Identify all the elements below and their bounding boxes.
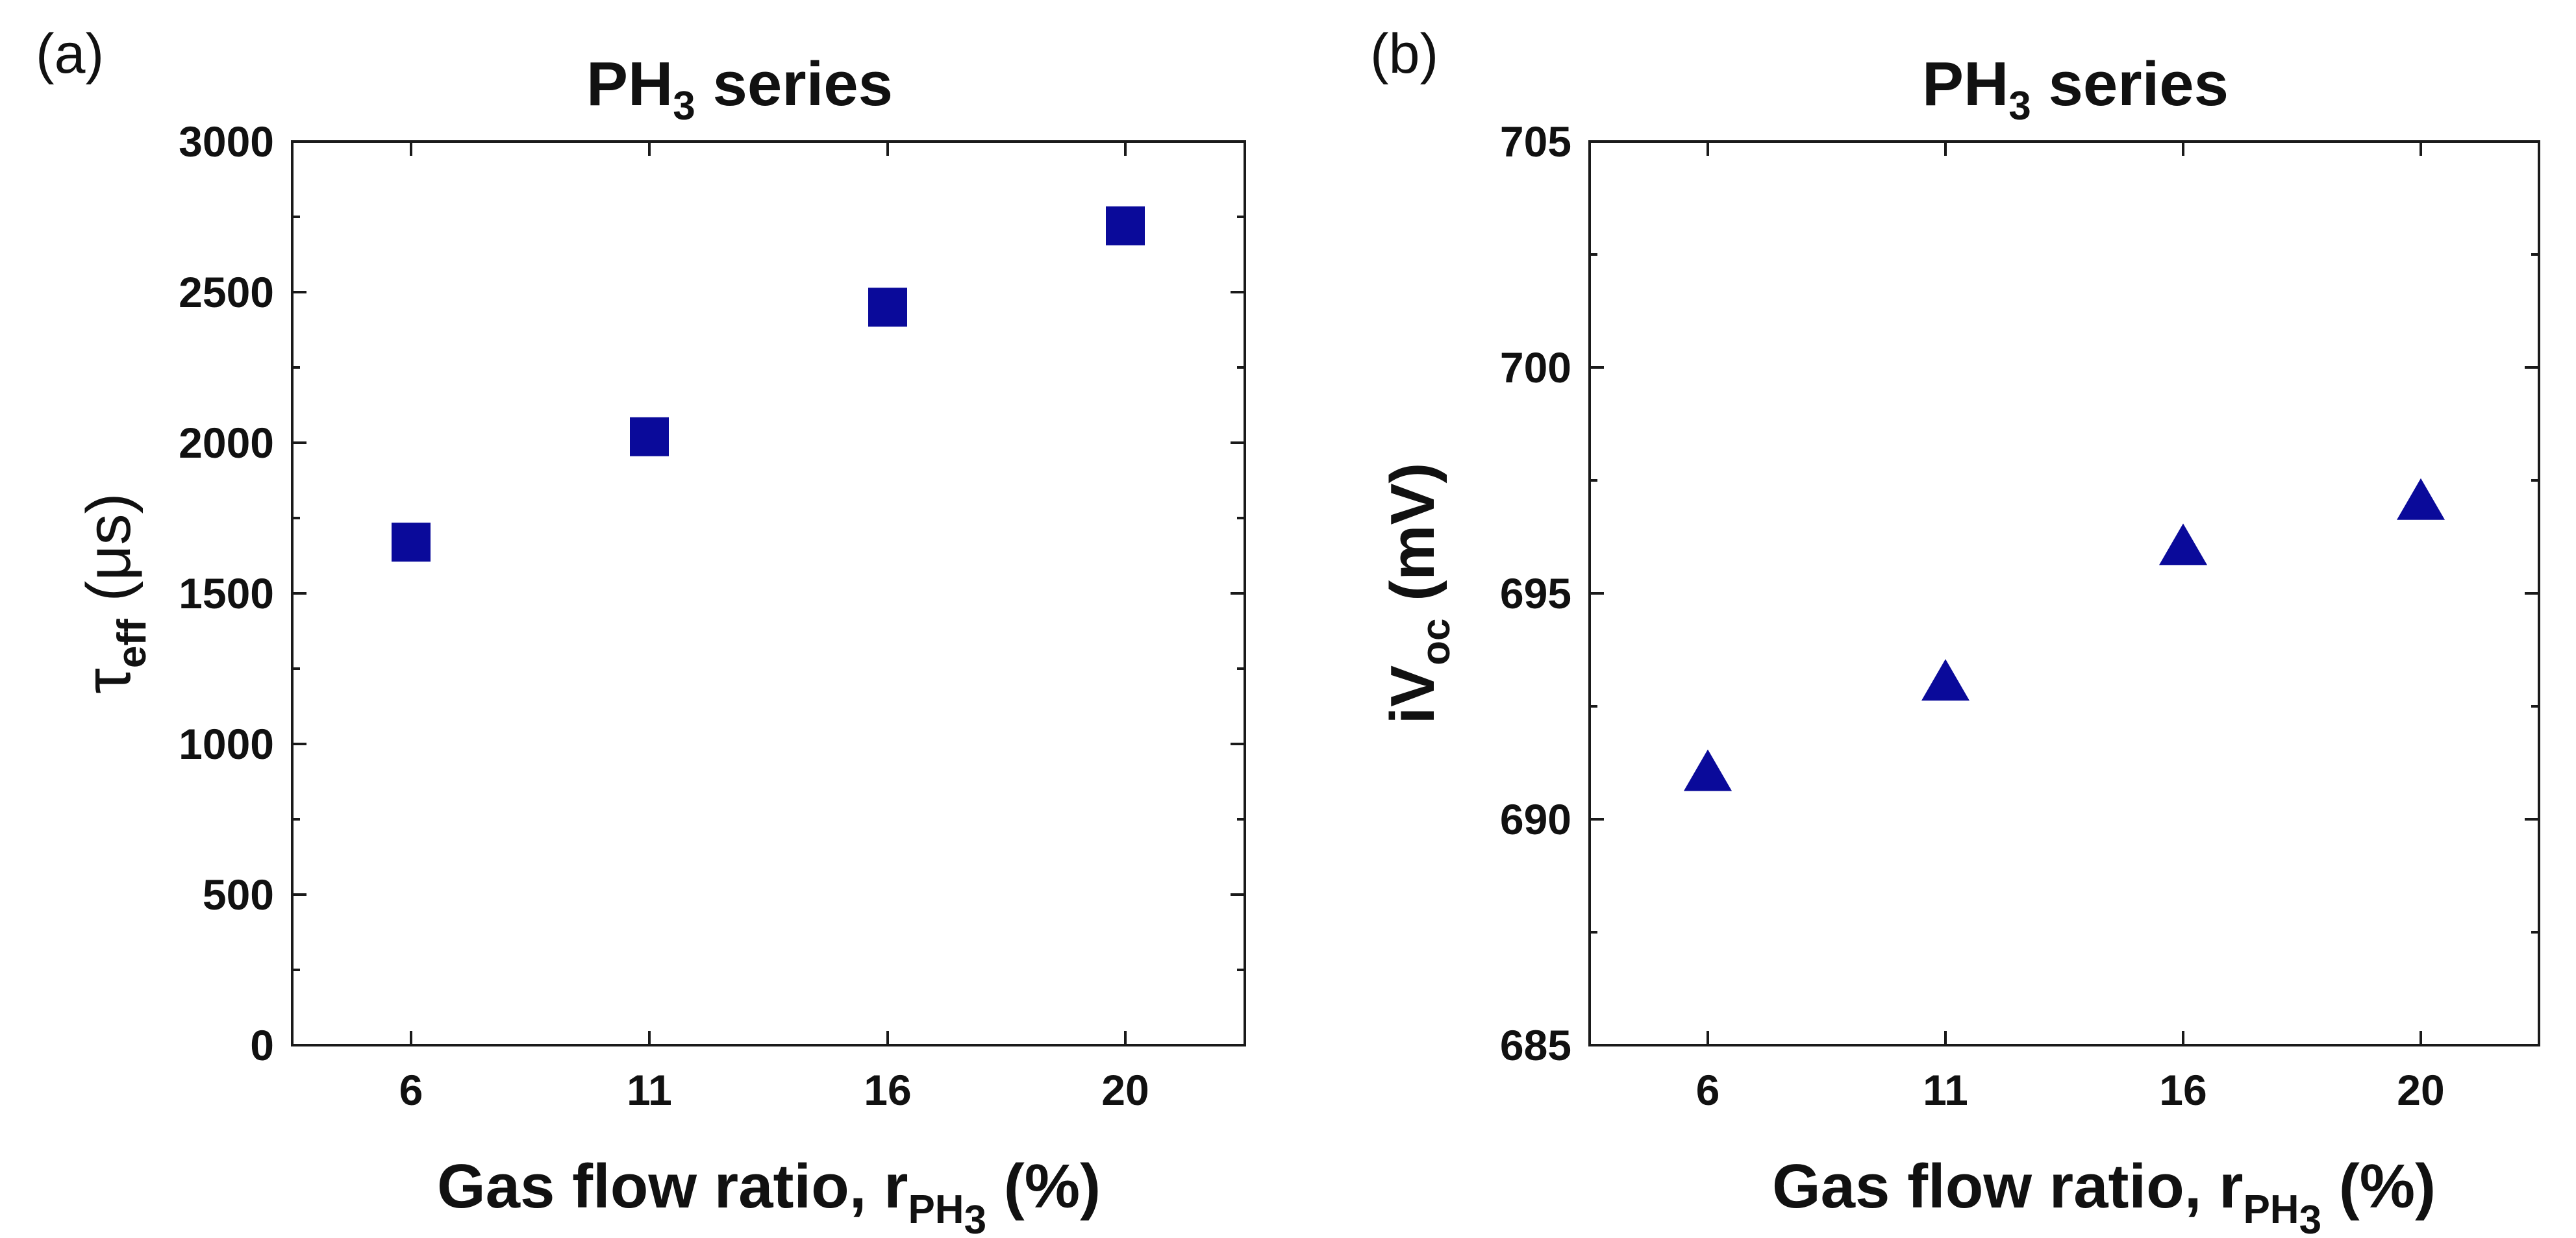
x-tick-label-b-0: 6 bbox=[1696, 1066, 1720, 1114]
x-axis-label-b-rest: (%) bbox=[2321, 1152, 2436, 1221]
chart-title-b-main: PH bbox=[1922, 49, 2008, 119]
x-axis-label-a-subsub: 3 bbox=[964, 1198, 986, 1238]
panel-label-b: (b) bbox=[1370, 23, 1438, 85]
x-axis-label-b-main: Gas flow ratio, r bbox=[1772, 1152, 2243, 1221]
chart-title-b-sub: 3 bbox=[2008, 84, 2031, 129]
panel-a: (a) PH3 series 0500100015002000250030006… bbox=[36, 23, 1246, 1238]
chart-title-b: PH3 series bbox=[1922, 49, 2229, 129]
data-point-b-0 bbox=[1684, 749, 1732, 791]
chart-title-a: PH3 series bbox=[586, 49, 893, 129]
y-tick-label-b-4: 705 bbox=[1500, 118, 1571, 166]
y-tick-label-a-2: 1000 bbox=[179, 720, 274, 768]
y-tick-label-a-4: 2000 bbox=[179, 419, 274, 467]
plot-frame-b bbox=[1588, 140, 2540, 1046]
plot-frame-a bbox=[291, 140, 1246, 1046]
chart-title-a-sub: 3 bbox=[673, 84, 695, 129]
y-tick-label-a-0: 0 bbox=[250, 1021, 274, 1069]
x-tick-label-a-1: 11 bbox=[627, 1066, 672, 1114]
x-axis-label-a-rest: (%) bbox=[986, 1152, 1101, 1221]
y-tick-label-b-3: 700 bbox=[1500, 343, 1571, 391]
y-axis-label-b-rest: (mV) bbox=[1378, 462, 1447, 618]
data-point-b-1 bbox=[1921, 659, 1970, 701]
x-axis-label-b: Gas flow ratio, rPH3 (%) bbox=[1772, 1152, 2436, 1238]
x-axis-label-a-sub: PH bbox=[908, 1187, 964, 1232]
x-axis-label-a: Gas flow ratio, rPH3 (%) bbox=[437, 1152, 1101, 1238]
x-axis-label-a-main: Gas flow ratio, r bbox=[437, 1152, 908, 1221]
x-tick-label-b-1: 11 bbox=[1923, 1066, 1968, 1114]
data-point-a-0 bbox=[392, 523, 431, 562]
chart-title-a-rest: series bbox=[695, 49, 893, 119]
x-tick-label-b-3: 20 bbox=[2397, 1066, 2444, 1114]
axis-ticks-b: 685 690 695 700 705 6 11 16 20 bbox=[1500, 118, 2539, 1114]
data-point-a-3 bbox=[1106, 206, 1145, 245]
y-tick-label-a-5: 2500 bbox=[179, 268, 274, 316]
y-axis-label-a-symbol: τ bbox=[71, 668, 144, 694]
data-point-a-1 bbox=[630, 417, 669, 456]
y-tick-label-b-0: 685 bbox=[1500, 1021, 1571, 1069]
y-tick-label-a-1: 500 bbox=[203, 871, 274, 919]
y-axis-label-b-main: iV bbox=[1378, 665, 1447, 724]
panel-label-a: (a) bbox=[36, 23, 104, 85]
y-axis-label-b-sub: oc bbox=[1414, 618, 1458, 665]
x-tick-label-b-2: 16 bbox=[2159, 1066, 2207, 1114]
y-axis-label-b: iVoc (mV) bbox=[1378, 462, 1458, 724]
y-axis-label-a: τeff (μs) bbox=[71, 493, 155, 693]
x-axis-label-b-subsub: 3 bbox=[2299, 1198, 2321, 1238]
x-tick-label-a-0: 6 bbox=[399, 1066, 423, 1114]
data-point-b-3 bbox=[2397, 478, 2445, 520]
chart-title-b-rest: series bbox=[2031, 49, 2229, 119]
x-axis-label-b-sub: PH bbox=[2243, 1187, 2299, 1232]
y-tick-label-b-1: 690 bbox=[1500, 795, 1571, 843]
y-tick-label-a-6: 3000 bbox=[179, 118, 274, 166]
data-points-b bbox=[1684, 478, 2445, 791]
x-tick-label-a-3: 20 bbox=[1101, 1066, 1149, 1114]
x-tick-label-a-2: 16 bbox=[864, 1066, 911, 1114]
data-point-a-2 bbox=[868, 288, 907, 327]
chart-title-a-main: PH bbox=[586, 49, 673, 119]
data-point-b-2 bbox=[2159, 523, 2207, 565]
y-axis-label-a-sub: eff bbox=[110, 619, 155, 668]
y-axis-label-a-rest: (μs) bbox=[74, 493, 144, 619]
axis-ticks-a: 0 500 1000 1500 2000 2500 3000 6 11 16 20 bbox=[179, 118, 1245, 1114]
y-tick-label-a-3: 1500 bbox=[179, 569, 274, 617]
data-points-a bbox=[392, 206, 1145, 562]
y-tick-label-b-2: 695 bbox=[1500, 569, 1571, 617]
